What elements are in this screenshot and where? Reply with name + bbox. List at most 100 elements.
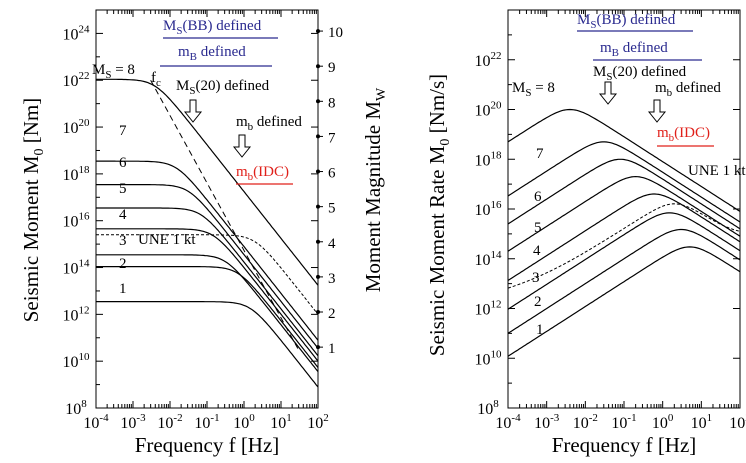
right-rate-curve-1: [507, 246, 741, 357]
left-spectrum-curve-7: [96, 160, 319, 341]
right-arrows: [598, 81, 667, 123]
x-tick-label: 10-1: [194, 412, 219, 432]
x-tick-label: 10-2: [157, 412, 182, 432]
x-tick-label: 10-2: [573, 412, 598, 432]
left-mb-small-label: mb defined: [236, 114, 302, 133]
y-tick-label: 1012: [63, 304, 90, 324]
left-curve-label-3: 3: [119, 233, 127, 249]
mw-tick-dot: [316, 64, 320, 69]
x-tick-label: 10-1: [611, 412, 636, 432]
left-spectrum-curve-6: [96, 184, 319, 349]
y-tick-label: 1020: [63, 117, 91, 137]
left-curve-label-7: 7: [119, 123, 127, 139]
right-rate-curve-3: [507, 212, 741, 310]
left-ms20-label: MS(20) defined: [176, 78, 270, 97]
right-mb-big-label: mB defined: [600, 40, 668, 59]
y-tick-label: 1016: [63, 211, 91, 231]
right-rate-curve-2: [507, 228, 741, 334]
right-x-axis-title: Frequency f [Hz]: [552, 433, 697, 457]
x-tick-label: 100: [652, 412, 674, 432]
right-curve-labels: 1 2 3 4 5 6 7: [532, 146, 544, 338]
mw-tick-label: 4: [328, 236, 336, 252]
right-y-axis-title: Seismic Moment Rate M0 [Nm/s]: [425, 74, 453, 356]
left-mb-idc-label: mb(IDC): [236, 164, 289, 183]
y-tick-label: 1022: [475, 50, 502, 70]
mw-tick-dot: [316, 169, 320, 174]
mw-tick-label: 9: [328, 60, 336, 76]
left-ms20-arrow-icon: [183, 99, 203, 123]
left-corner-frequency-line: [150, 79, 300, 351]
left-chart: 10-4 10-3 10-2 10-1 100 101 102 10 8 1010 1012 101…: [19, 9, 389, 457]
right-curve-label-7: 7: [536, 146, 544, 162]
x-tick-label: 102: [307, 412, 329, 432]
mw-tick-dot: [316, 310, 320, 315]
left-right-axis-ticks: 1 2 3 4 5 6 7 8 9 10: [316, 25, 343, 357]
mw-tick-label: 2: [328, 306, 336, 322]
left-spectrum-curve-3: [96, 254, 319, 372]
y-tick-label: 1014: [63, 258, 91, 278]
left-une-label: UNE 1 kt: [138, 232, 196, 248]
left-arrows: [183, 99, 252, 158]
right-ms20-label: MS(20) defined: [593, 64, 687, 83]
mw-tick-label: 6: [328, 166, 336, 182]
right-rate-curve-8: [507, 108, 741, 212]
mw-tick-label: 1: [328, 341, 336, 357]
right-une-curve: [507, 203, 741, 289]
left-fc-label: fc: [151, 70, 161, 89]
right-curve-label-6: 6: [534, 189, 542, 205]
left-y-axis-title: Seismic Moment M0 [Nm]: [19, 98, 47, 323]
y-tick-label: 1018: [63, 164, 91, 184]
mw-tick-dot: [316, 239, 320, 244]
x-tick-label: 101: [270, 412, 292, 432]
mw-tick-dot: [316, 99, 320, 104]
left-une-curve: [96, 234, 319, 315]
mw-tick-dot: [316, 204, 320, 209]
left-mb-big-label: mB defined: [178, 44, 246, 63]
left-spectrum-curve-8: [96, 78, 319, 286]
y-tick-label: 1020: [475, 100, 503, 120]
x-tick-label: 10-4: [495, 412, 521, 432]
y-tick-label: 1012: [475, 299, 502, 319]
left-y2-axis-title: Moment Magnitude MW: [361, 87, 389, 292]
x-tick-label: 10-3: [120, 412, 146, 432]
right-mb-arrow-icon: [647, 99, 667, 123]
left-spectrum-curve-4: [96, 228, 319, 362]
x-tick-label: 10-4: [83, 412, 109, 432]
mw-tick-label: 5: [328, 201, 336, 217]
x-tick-label: 102: [729, 412, 746, 432]
mw-tick-label: 7: [328, 130, 336, 146]
mw-tick-dot: [316, 134, 320, 139]
right-mb-idc-label: mb(IDC): [657, 125, 710, 144]
right-rate-curve-4: [507, 193, 741, 282]
y-tick-label: 1024: [63, 23, 91, 43]
right-ms20-arrow-icon: [598, 81, 618, 105]
y-tick-label: 1018: [475, 149, 503, 169]
mw-tick-label: 8: [328, 95, 336, 111]
y-tick-label: 1016: [475, 199, 503, 219]
left-spectrum-curve-2: [96, 266, 319, 368]
right-curve-label-2: 2: [534, 294, 542, 310]
y-tick-label: 1014: [475, 249, 503, 269]
right-ms8-label: MS = 8: [512, 80, 555, 99]
left-x-axis-title: Frequency f [Hz]: [135, 433, 280, 457]
left-curve-label-2: 2: [119, 256, 127, 272]
right-rate-curve-5: [507, 175, 741, 252]
left-curve-label-4: 4: [119, 207, 127, 223]
left-curves: [96, 78, 319, 388]
mw-tick-label: 3: [328, 271, 336, 287]
x-tick-label: 10-3: [534, 412, 560, 432]
right-une-label: UNE 1 kt: [688, 163, 746, 179]
mw-tick-dot: [316, 274, 320, 279]
left-ms8-label: MS = 8: [92, 62, 135, 81]
right-curve-label-3: 3: [532, 270, 540, 286]
left-spectrum-curve-1: [96, 301, 319, 388]
left-spectrum-curve-5: [96, 207, 319, 357]
right-curve-label-5: 5: [534, 220, 542, 236]
left-mb-arrow-icon: [232, 134, 252, 158]
right-curves: [507, 108, 741, 357]
left-curve-labels: 1 2 3 4 5 6 7: [119, 123, 127, 297]
y-tick-label: 1010: [63, 351, 91, 371]
